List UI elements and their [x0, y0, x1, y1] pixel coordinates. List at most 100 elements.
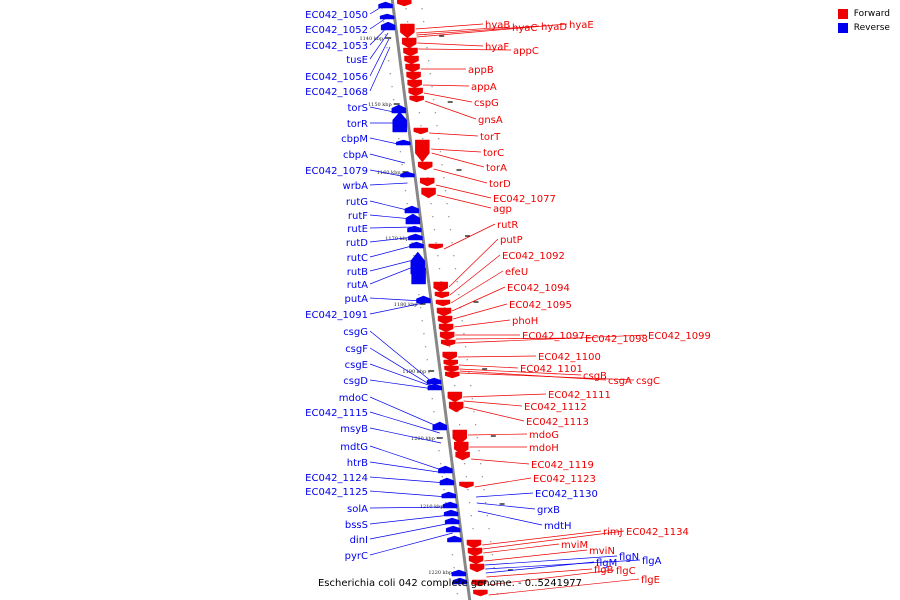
reverse-leader-line: [369, 26, 388, 46]
forward-gene: [433, 281, 448, 293]
track-dot: [393, 99, 395, 101]
track-dot: [429, 73, 432, 75]
track-dot: [403, 177, 405, 179]
reverse-swatch: [837, 23, 848, 33]
forward-leader-line: [485, 561, 595, 574]
track-dot: [420, 125, 422, 127]
forward-swatch: [837, 9, 848, 19]
track-dot: [427, 177, 429, 179]
reverse-gene: [405, 213, 421, 225]
track-dot: [445, 502, 447, 504]
forward-gene-label: EC042_1134: [626, 527, 689, 538]
reverse-gene: [439, 477, 455, 486]
forward-gene-label: grxB: [537, 505, 560, 516]
forward-gene-label: EC042_1099: [648, 331, 711, 342]
forward-gene: [434, 291, 450, 299]
reverse-gene-label: EC042_1115: [305, 408, 368, 419]
reverse-gene-label: mdtG: [340, 442, 368, 453]
reverse-gene-label: bssS: [345, 520, 368, 531]
forward-gene: [440, 339, 456, 347]
reverse-gene: [408, 233, 423, 241]
track-dot: [466, 359, 468, 361]
track-dot: [453, 385, 456, 387]
reverse-gene-label: EC042_1091: [305, 310, 368, 321]
track-dot: [495, 580, 497, 582]
track-dot: [431, 398, 433, 400]
track-dot: [454, 268, 457, 270]
reverse-gene-label: EC042_1125: [305, 487, 368, 498]
reverse-leader-line: [369, 182, 408, 186]
reverse-gene: [438, 465, 453, 474]
forward-gene-label: EC042_1101: [520, 364, 583, 375]
forward-gene: [468, 555, 484, 565]
forward-leader-line: [431, 152, 485, 168]
tick-label: 1140 kbp: [359, 36, 383, 42]
reverse-leader-line: [369, 200, 412, 212]
legend-reverse-label: Reverse: [853, 23, 890, 33]
tick-label: 1180 kbp: [394, 302, 418, 308]
reverse-gene-label: torR: [347, 119, 368, 130]
track-dot: [422, 138, 424, 140]
forward-leader-line: [488, 578, 640, 596]
reverse-leader-line: [369, 427, 442, 444]
forward-gene-label: appC: [513, 46, 539, 57]
track-dot: [419, 307, 422, 309]
reverse-leader-line: [369, 476, 447, 484]
track-dot: [413, 255, 415, 257]
track-dot: [483, 489, 485, 491]
reverse-gene: [380, 21, 396, 31]
track-dot: [472, 528, 474, 530]
genome-axis: [390, 0, 472, 600]
forward-leader-line: [424, 100, 477, 120]
reverse-gene: [444, 517, 460, 525]
forward-gene-label: hyaB: [485, 20, 510, 31]
reverse-leader-line: [369, 46, 391, 92]
forward-gene: [443, 359, 458, 367]
track-dot: [440, 281, 442, 283]
track-dot: [433, 99, 435, 101]
forward-gene-label: agp: [493, 204, 512, 215]
forward-gene-label: hyaE: [569, 20, 594, 31]
track-dot: [496, 593, 499, 595]
forward-gene-label: cspG: [474, 98, 499, 109]
track-dot: [411, 242, 413, 244]
reverse-gene-label: cbpA: [343, 150, 368, 161]
forward-gene-label: mdoH: [529, 443, 559, 454]
tick-label: 1190 kbp: [402, 369, 426, 375]
track-dot: [432, 216, 434, 218]
reverse-gene-label: msyB: [340, 424, 368, 435]
forward-leader-line: [452, 303, 508, 320]
forward-gene-label: torT: [480, 132, 501, 143]
track-dot: [434, 112, 437, 114]
track-dot: [475, 424, 477, 426]
forward-gene: [417, 161, 433, 171]
track-dot: [491, 554, 494, 556]
label-leader-lines: [369, 4, 647, 596]
track-dot: [418, 294, 420, 296]
reverse-leader-line: [369, 153, 406, 164]
forward-gene: [448, 401, 464, 413]
forward-gene-label: efeU: [505, 267, 528, 278]
reverse-gene: [447, 535, 462, 543]
forward-gene-label: mdtH: [544, 521, 572, 532]
track-dot: [443, 307, 446, 309]
reverse-gene: [452, 577, 468, 585]
forward-gene-label: phoH: [512, 316, 538, 327]
track-dot: [449, 229, 452, 231]
reverse-gene-label: rutB: [347, 267, 368, 278]
forward-leader-line: [456, 334, 647, 344]
track-dot: [476, 437, 478, 439]
track-dot: [469, 502, 471, 504]
track-dot: [463, 333, 465, 335]
reverse-gene-label: cbpM: [341, 134, 368, 145]
reverse-gene-label: EC042_1068: [305, 87, 368, 98]
reverse-gene-label: rutG: [346, 197, 368, 208]
forward-gene: [403, 47, 418, 57]
forward-gene-label: flgC: [616, 566, 636, 577]
reverse-leader-line: [369, 490, 449, 498]
track-dot: [461, 320, 463, 322]
forward-gene-label: putP: [500, 235, 523, 246]
forward-gene: [436, 307, 452, 317]
forward-gene: [428, 243, 444, 250]
reverse-leader-line: [369, 396, 440, 428]
